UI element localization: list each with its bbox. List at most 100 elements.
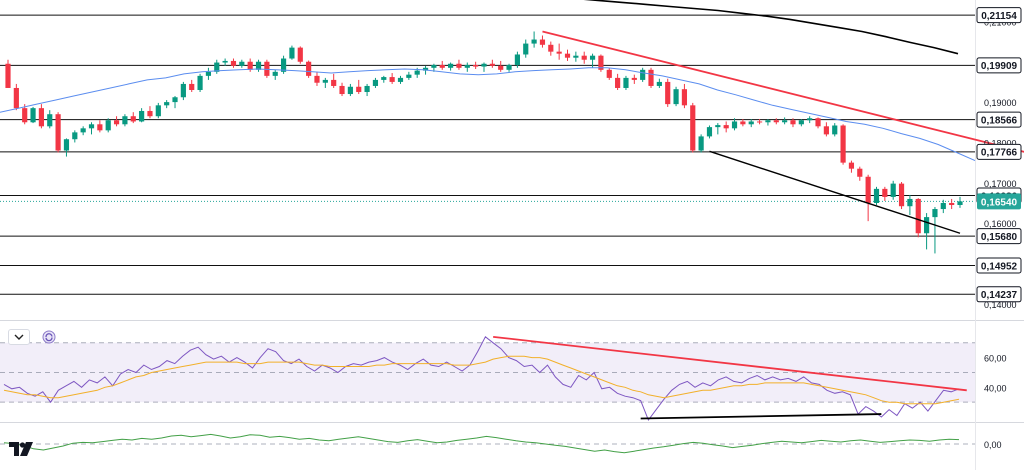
rsi-trendline [493, 335, 967, 392]
candle-body [55, 114, 61, 151]
level-label-box [976, 111, 1022, 128]
candle-body [397, 77, 404, 82]
candle-body [531, 39, 537, 44]
candle-body [523, 43, 529, 55]
candle-body [280, 58, 287, 72]
candle-body [456, 63, 462, 68]
candle-body [932, 209, 938, 218]
candle-body [306, 61, 312, 76]
candle-body [339, 85, 345, 95]
candle-body [715, 125, 721, 128]
candle-body [615, 77, 621, 88]
moving-average-line [0, 67, 976, 162]
candle-body [681, 89, 688, 106]
candle-body [22, 108, 28, 123]
price-tick-label: 0,14000 [984, 300, 1017, 310]
candle-body [38, 108, 44, 127]
candle-body [907, 198, 913, 207]
level-label: 0,21154 [981, 11, 1017, 22]
candle-body [573, 55, 579, 58]
candle-body [230, 60, 237, 66]
candle-body [823, 126, 829, 135]
candle-body [72, 132, 78, 140]
level-label: 0,14237 [981, 290, 1018, 301]
candle-body [656, 81, 662, 86]
trendline [542, 30, 1024, 153]
candle-body [80, 128, 86, 133]
candle-body [331, 79, 337, 86]
candle-body [30, 108, 36, 123]
osc-tick-label: 0,00 [984, 440, 1002, 450]
candle-body [347, 86, 353, 95]
candle-body [832, 125, 838, 135]
candle-body [606, 69, 612, 78]
candle-body [113, 120, 120, 125]
level-label-box [976, 228, 1022, 245]
candle-body [481, 63, 487, 67]
rsi-series-line [3, 336, 960, 422]
rsi-tick-label: 40,00 [984, 383, 1007, 393]
rsi-trendline [640, 413, 882, 420]
candle-body [840, 125, 846, 163]
candle-body [97, 124, 103, 131]
price-tick-label: 0,18000 [984, 138, 1017, 148]
candle-body [924, 217, 930, 234]
candle-body [873, 188, 880, 203]
level-label-box [976, 286, 1022, 303]
candle-body [289, 47, 295, 59]
collapse-pane-button[interactable] [8, 329, 30, 345]
candle-body [815, 118, 821, 127]
candle-body [197, 75, 203, 90]
candle-body [63, 139, 70, 151]
candle-body [172, 97, 178, 103]
moving-average-line [583, 0, 959, 55]
candle-body [214, 62, 220, 72]
candle-body [489, 63, 495, 66]
candle-body [414, 70, 420, 75]
tradingview-logo-icon [9, 442, 33, 456]
candle-body [564, 53, 571, 58]
candle-body [723, 125, 729, 129]
candle-body [47, 114, 53, 127]
candle-body [297, 47, 303, 62]
candle-body [381, 77, 387, 80]
candle-body [731, 121, 738, 129]
candle-body [890, 183, 896, 197]
candle-body [673, 89, 679, 105]
level-label-box [976, 257, 1022, 274]
candle-body [448, 63, 454, 68]
refresh-button[interactable] [40, 329, 58, 345]
level-label: 0,18566 [981, 115, 1018, 126]
candle-body [782, 120, 788, 123]
candle-body [798, 120, 804, 125]
tradingview-logo [8, 441, 34, 457]
candle-body [431, 64, 437, 68]
candle-body [473, 64, 479, 67]
candle-body [748, 121, 754, 125]
candle-body [364, 85, 370, 93]
candle-body [957, 201, 963, 206]
candle-body [498, 65, 504, 70]
candle-body [740, 121, 746, 125]
candle-body [356, 86, 362, 93]
rsi-tick-label: 60,00 [984, 354, 1007, 364]
candle-body [949, 202, 955, 206]
candle-body [514, 54, 520, 65]
candle-body [105, 120, 111, 131]
candle-body [882, 188, 888, 197]
candle-body [272, 71, 278, 76]
candle-body [389, 77, 395, 82]
candle-body [314, 75, 320, 83]
candle-body [556, 51, 562, 54]
candle-body [164, 102, 170, 106]
current-price-box [977, 193, 1021, 210]
refresh-icon [42, 330, 56, 344]
candle-body [130, 116, 136, 122]
candle-body [640, 69, 646, 80]
osc-series-line [3, 433, 960, 454]
price-tick-label: 0,19000 [984, 98, 1017, 108]
candle-body [581, 55, 587, 60]
candle-body [915, 198, 921, 234]
